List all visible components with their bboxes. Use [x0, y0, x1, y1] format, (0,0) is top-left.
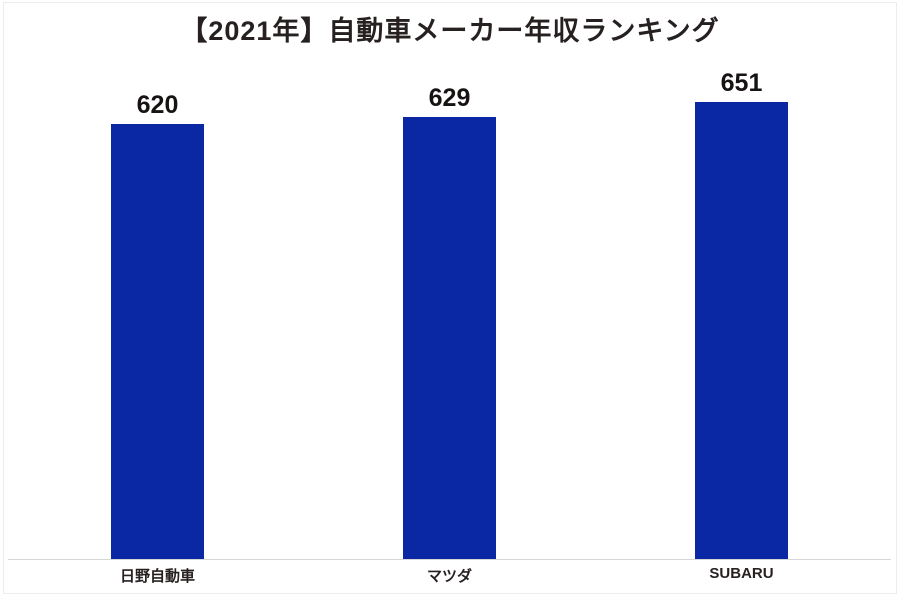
bar-1: [111, 124, 204, 559]
value-label-1: 620: [136, 91, 179, 119]
category-label-2: マツダ: [426, 568, 472, 585]
category-label-1: 日野自動車: [119, 568, 195, 585]
bar-3: [695, 102, 788, 559]
value-label-2: 629: [428, 84, 471, 112]
x-axis-line: [8, 559, 891, 560]
bar-2: [403, 117, 496, 559]
category-label-3: SUBARU: [709, 565, 774, 582]
value-label-3: 651: [720, 69, 763, 97]
chart-title: 【2021年】自動車メーカー年収ランキング: [180, 16, 720, 46]
